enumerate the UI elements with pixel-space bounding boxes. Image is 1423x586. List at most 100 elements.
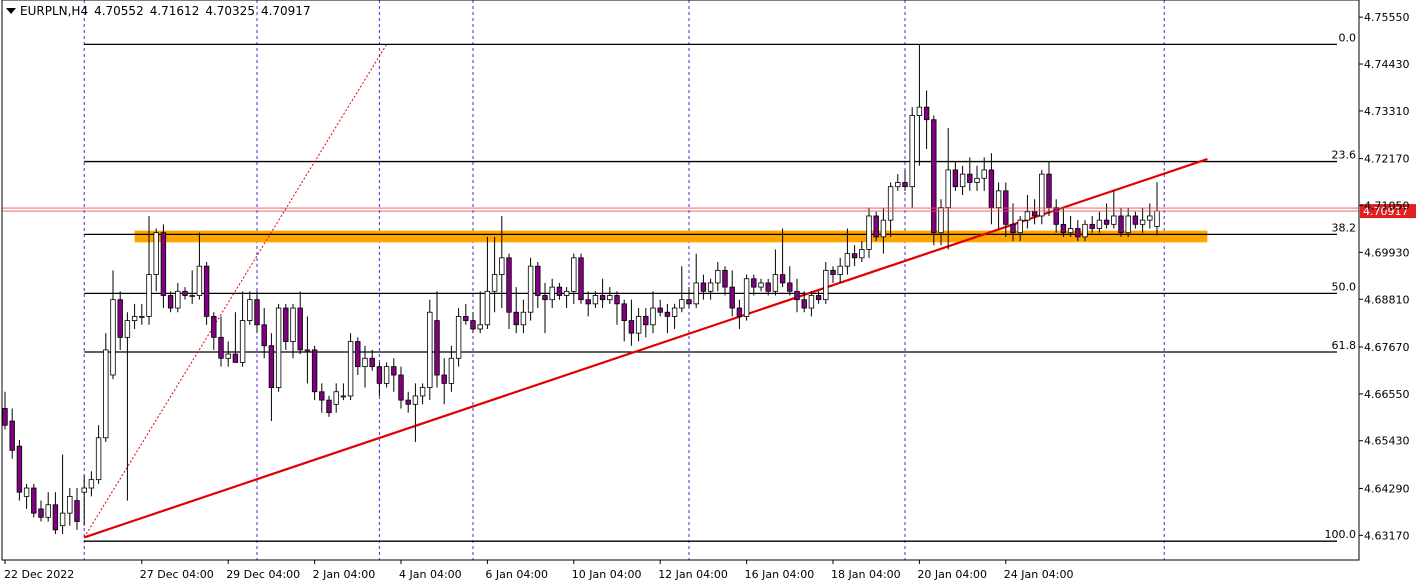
candle[interactable] <box>326 395 332 417</box>
candle[interactable] <box>9 408 15 459</box>
candle[interactable] <box>765 278 771 296</box>
candle[interactable] <box>988 153 995 225</box>
candle[interactable] <box>556 282 563 300</box>
candle[interactable] <box>38 500 44 522</box>
candle[interactable] <box>225 341 231 367</box>
candle[interactable] <box>275 303 282 392</box>
candle[interactable] <box>657 299 663 317</box>
candle[interactable] <box>952 161 959 191</box>
candle[interactable] <box>340 383 347 401</box>
candle[interactable] <box>931 115 937 246</box>
candle[interactable] <box>182 287 188 300</box>
candle[interactable] <box>117 291 123 350</box>
candle[interactable] <box>196 232 203 300</box>
candle[interactable] <box>268 333 275 422</box>
candle[interactable] <box>369 349 375 371</box>
candle[interactable] <box>31 483 37 518</box>
candle[interactable] <box>1096 211 1103 233</box>
candle[interactable] <box>239 291 246 367</box>
candle[interactable] <box>578 253 584 304</box>
candle[interactable] <box>81 475 87 526</box>
candle[interactable] <box>585 291 591 317</box>
candle[interactable] <box>333 383 339 413</box>
candle[interactable] <box>1075 220 1081 242</box>
candle[interactable] <box>211 312 217 350</box>
candle[interactable] <box>686 287 692 309</box>
candle[interactable] <box>218 316 224 367</box>
candle[interactable] <box>1003 182 1009 237</box>
candle[interactable] <box>916 44 923 166</box>
candle[interactable] <box>441 358 447 405</box>
candle[interactable] <box>398 366 404 409</box>
support-trendline[interactable] <box>83 158 1208 539</box>
candle[interactable] <box>355 337 361 376</box>
candle[interactable] <box>751 274 757 296</box>
candle[interactable] <box>743 274 750 321</box>
candle[interactable] <box>67 488 73 526</box>
candle[interactable] <box>909 107 915 208</box>
candle[interactable] <box>362 345 368 388</box>
candle[interactable] <box>124 312 131 501</box>
candle[interactable] <box>319 383 325 413</box>
candle[interactable] <box>95 425 102 484</box>
candle[interactable] <box>448 345 455 392</box>
candle[interactable] <box>499 215 505 309</box>
candle[interactable] <box>391 358 397 392</box>
candle[interactable] <box>736 299 743 329</box>
candle[interactable] <box>1154 182 1160 236</box>
candle[interactable] <box>434 291 440 388</box>
candle[interactable] <box>59 454 66 535</box>
candle[interactable] <box>1089 215 1095 233</box>
candle[interactable] <box>203 262 210 325</box>
candle[interactable] <box>1031 199 1038 225</box>
candle[interactable] <box>405 391 411 413</box>
candle[interactable] <box>722 266 728 296</box>
candle[interactable] <box>693 253 699 309</box>
candle[interactable] <box>650 291 656 334</box>
candle[interactable] <box>873 211 879 242</box>
candle[interactable] <box>1118 207 1124 237</box>
candle[interactable] <box>1067 215 1074 237</box>
candle[interactable] <box>1010 203 1016 242</box>
candle[interactable] <box>1103 203 1110 229</box>
candle[interactable] <box>959 165 966 196</box>
candle[interactable] <box>823 262 829 304</box>
candle[interactable] <box>851 245 858 267</box>
candle[interactable] <box>679 266 685 313</box>
candle[interactable] <box>938 199 944 246</box>
candle[interactable] <box>527 257 534 321</box>
candle[interactable] <box>923 90 930 149</box>
candle[interactable] <box>815 291 822 304</box>
candle[interactable] <box>801 291 807 313</box>
candle[interactable] <box>297 291 303 355</box>
candle[interactable] <box>2 391 8 430</box>
candle[interactable] <box>866 207 872 258</box>
candle[interactable] <box>995 182 1002 229</box>
candle[interactable] <box>715 262 721 292</box>
candle[interactable] <box>455 308 462 367</box>
candle[interactable] <box>945 128 951 250</box>
candle[interactable] <box>535 262 541 309</box>
candle[interactable] <box>1082 220 1088 242</box>
candle[interactable] <box>830 266 836 283</box>
candle[interactable] <box>261 308 267 359</box>
candle[interactable] <box>23 483 30 509</box>
candle[interactable] <box>729 270 735 317</box>
candle[interactable] <box>491 236 498 313</box>
candle[interactable] <box>167 291 174 313</box>
candle[interactable] <box>571 253 577 304</box>
candle[interactable] <box>758 278 764 292</box>
fib-trend-line[interactable] <box>83 44 388 538</box>
candle[interactable] <box>844 228 851 275</box>
candle[interactable] <box>110 270 116 380</box>
candle[interactable] <box>290 303 296 359</box>
candle[interactable] <box>614 291 620 325</box>
candle[interactable] <box>153 228 159 292</box>
candle[interactable] <box>16 439 23 501</box>
candle[interactable] <box>967 157 973 191</box>
candle[interactable] <box>895 174 901 191</box>
candle[interactable] <box>643 308 649 338</box>
candle[interactable] <box>981 157 987 191</box>
candle[interactable] <box>311 345 318 401</box>
candle[interactable] <box>506 253 512 329</box>
